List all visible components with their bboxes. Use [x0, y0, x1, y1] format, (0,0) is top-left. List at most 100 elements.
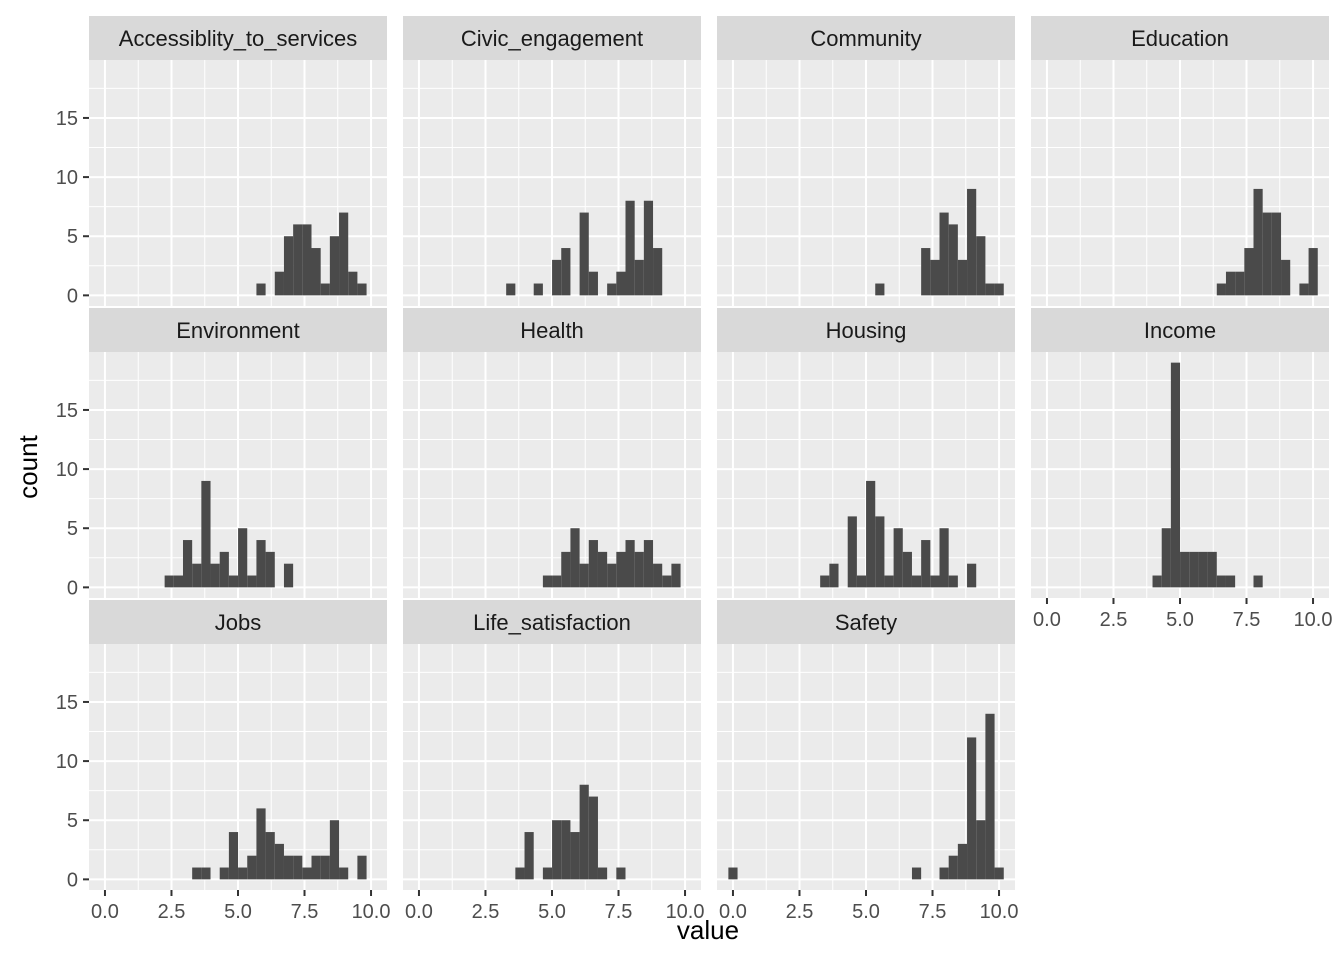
- histogram-bar: [985, 713, 995, 880]
- facet-jobs: Jobs 0 5 10 15 0.0 2.5 5.0 7.5 10.0: [56, 600, 391, 923]
- histogram-bar: [201, 867, 211, 880]
- histogram-bar: [930, 259, 940, 296]
- histogram-bar: [967, 188, 977, 296]
- histogram-bar: [173, 575, 183, 588]
- histogram-bar: [893, 528, 903, 588]
- x-tick-label: 7.5: [605, 901, 633, 923]
- histogram-bar: [283, 563, 294, 588]
- histogram-bar: [579, 563, 589, 588]
- histogram-bar: [329, 236, 340, 296]
- facet-housing: Housing: [717, 308, 1015, 598]
- histogram-bar: [939, 212, 949, 296]
- histogram-bar: [302, 867, 312, 880]
- histogram-bar: [967, 737, 977, 880]
- histogram-bar: [1189, 551, 1199, 588]
- histogram-bar: [957, 843, 968, 880]
- histogram-bar: [1244, 248, 1254, 296]
- histogram-bar: [856, 575, 867, 588]
- histogram-bar: [164, 575, 174, 588]
- histogram-bar: [302, 224, 312, 296]
- histogram-bar: [357, 855, 367, 880]
- histogram-bar: [957, 259, 968, 296]
- histogram-bar: [1308, 248, 1318, 296]
- histogram-bar: [311, 248, 321, 296]
- histogram-bar: [866, 480, 876, 588]
- histogram-bar: [728, 867, 738, 880]
- facet-strip-label: Accessiblity_to_services: [119, 26, 357, 51]
- histogram-bar: [616, 867, 626, 880]
- facet-community: Community: [717, 16, 1015, 306]
- histogram-bar: [1216, 575, 1226, 588]
- facet-strip-label: Health: [520, 318, 584, 343]
- histogram-bar: [247, 855, 257, 880]
- histogram-bar: [570, 528, 580, 588]
- histogram-bar: [561, 820, 571, 880]
- x-tick-label: 10.0: [352, 901, 391, 923]
- y-tick-label: 0: [67, 869, 78, 891]
- y-axis-title: count: [13, 434, 43, 498]
- histogram-bar: [625, 540, 635, 588]
- histogram-bar: [552, 259, 562, 296]
- x-tick-label: 2.5: [1100, 609, 1128, 631]
- histogram-bar: [829, 563, 839, 588]
- x-tick-label: 2.5: [472, 901, 500, 923]
- histogram-bar: [1161, 528, 1171, 588]
- facet-civic-engagement: Civic_engagement: [403, 16, 701, 306]
- x-tick-label: 7.5: [291, 901, 319, 923]
- histogram-bar: [597, 867, 608, 880]
- histogram-bar: [192, 867, 202, 880]
- histogram-bar: [274, 843, 284, 880]
- histogram-bar: [1262, 212, 1272, 296]
- x-tick-label: 0.0: [91, 901, 119, 923]
- histogram-bar: [238, 867, 248, 880]
- histogram-bar: [820, 575, 830, 588]
- y-tick-label: 15: [56, 108, 78, 130]
- histogram-bar: [1225, 271, 1236, 296]
- histogram-bar: [238, 528, 248, 588]
- histogram-bar: [357, 283, 367, 296]
- histogram-bar: [228, 575, 239, 588]
- y-tick-label: 5: [67, 518, 78, 540]
- histogram-bar: [597, 551, 608, 588]
- histogram-bar: [256, 283, 266, 296]
- histogram-bar: [847, 516, 857, 588]
- histogram-bar: [985, 283, 995, 296]
- histogram-bar: [994, 867, 1004, 880]
- histogram-bar: [976, 820, 986, 880]
- x-tick-label: 5.0: [224, 901, 252, 923]
- histogram-bar: [311, 855, 321, 880]
- y-tick-label: 5: [67, 810, 78, 832]
- histogram-bar: [219, 867, 229, 880]
- histogram-bar: [1299, 283, 1309, 296]
- histogram-bar: [1216, 283, 1226, 296]
- histogram-bar: [939, 528, 949, 588]
- y-tick-label: 0: [67, 285, 78, 307]
- histogram-bar: [643, 540, 654, 588]
- facet-strip-label: Safety: [835, 610, 897, 635]
- histogram-bar: [588, 796, 598, 880]
- histogram-bar: [616, 271, 626, 296]
- facet-strip-label: Housing: [826, 318, 907, 343]
- histogram-bar: [653, 563, 663, 588]
- histogram-bar: [283, 236, 294, 296]
- y-tick-label: 10: [56, 167, 78, 189]
- histogram-bar: [506, 283, 516, 296]
- histogram-bar: [1207, 551, 1217, 588]
- y-tick-label: 10: [56, 459, 78, 481]
- histogram-bar: [616, 551, 626, 588]
- histogram-bar: [542, 867, 553, 880]
- facet-strip: [717, 600, 1015, 644]
- x-tick-label: 2.5: [786, 901, 814, 923]
- histogram-bar: [552, 575, 562, 588]
- histogram-bar: [293, 855, 303, 880]
- histogram-bar: [921, 540, 931, 588]
- histogram-bar: [607, 283, 617, 296]
- histogram-bar: [329, 820, 340, 880]
- histogram-bar: [1235, 271, 1245, 296]
- histogram-bar: [339, 212, 349, 296]
- histogram-bar: [1170, 362, 1181, 588]
- x-tick-label: 0.0: [719, 901, 747, 923]
- y-tick-label: 0: [67, 577, 78, 599]
- histogram-bar: [921, 248, 931, 296]
